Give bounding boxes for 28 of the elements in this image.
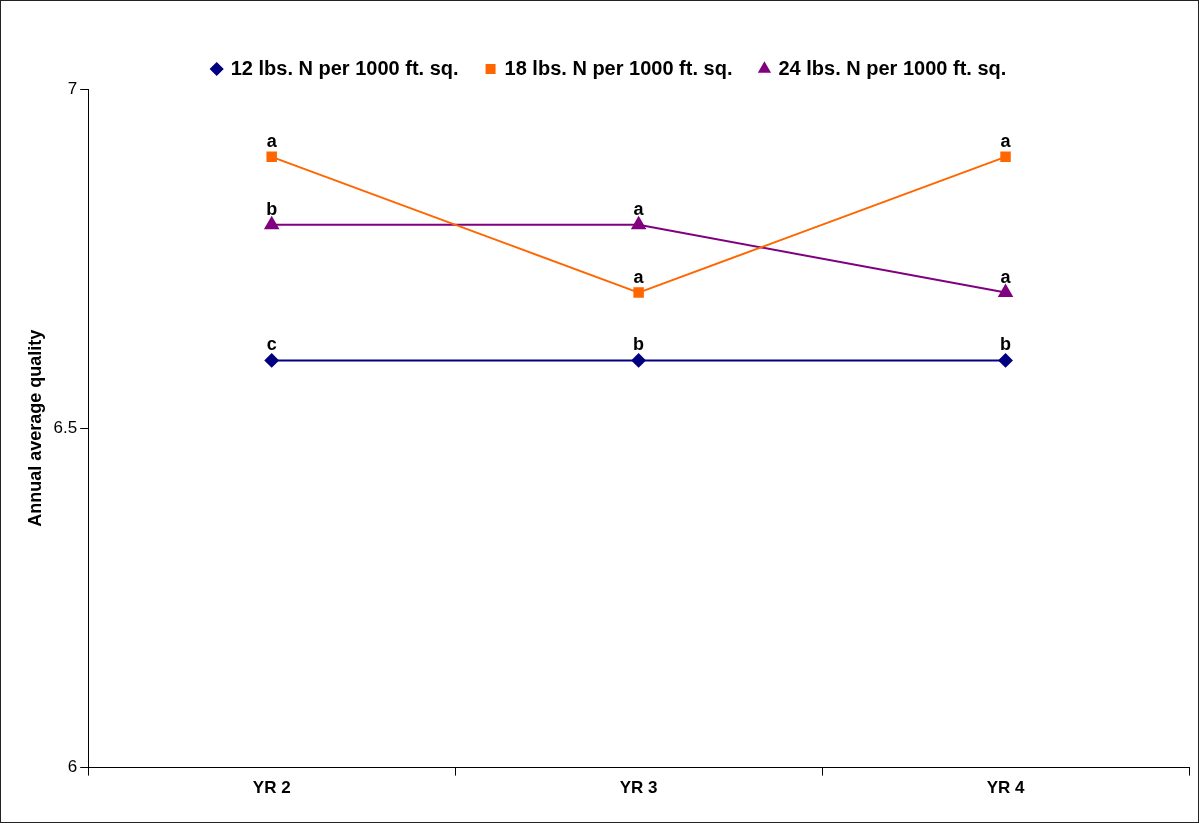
annotation: b [633, 334, 645, 355]
annotation: c [266, 334, 277, 355]
annotation: a [633, 198, 645, 219]
y-tick-label: 6.5 [53, 417, 78, 437]
annotation: a [1000, 266, 1012, 287]
x-tick-label: YR 2 [252, 778, 291, 798]
y-axis-title: Annual average quality [24, 329, 45, 527]
annotation: a [633, 266, 645, 287]
annotation: b [266, 198, 278, 219]
annotation: b [1000, 334, 1012, 355]
point [631, 353, 646, 368]
x-tick-label: YR 4 [986, 778, 1025, 798]
legend-label: 12 lbs. N per 1000 ft. sq. [230, 56, 459, 79]
y-tick-label: 7 [67, 78, 78, 98]
point [633, 287, 644, 298]
point [998, 353, 1013, 368]
annotation: a [266, 130, 278, 151]
annotation: a [1000, 130, 1012, 151]
point [264, 353, 279, 368]
y-tick-label: 6 [67, 757, 78, 777]
legend-label: 24 lbs. N per 1000 ft. sq. [778, 56, 1007, 79]
point [1000, 151, 1011, 163]
legend-label: 18 lbs. N per 1000 ft. sq. [504, 56, 733, 79]
point [264, 216, 279, 230]
point [631, 216, 646, 230]
x-tick-label: YR 3 [619, 778, 658, 798]
point [998, 284, 1013, 298]
point [266, 151, 277, 163]
